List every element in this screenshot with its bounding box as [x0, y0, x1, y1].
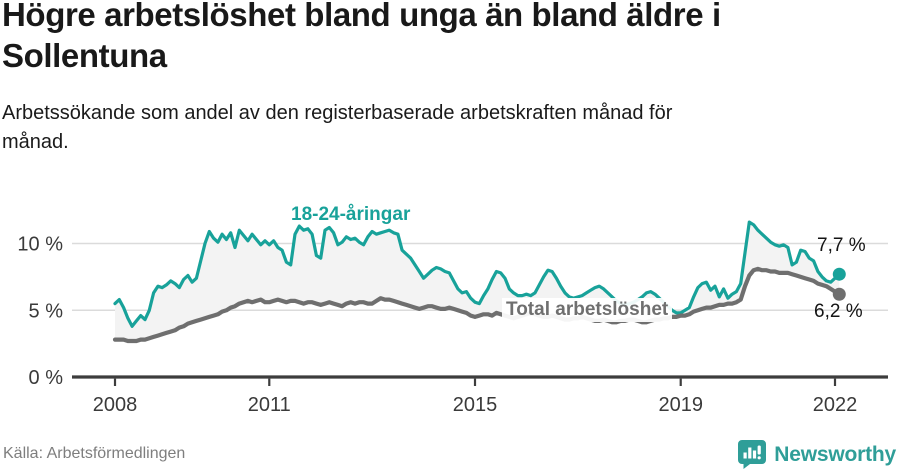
x-tick-label-2019: 2019 [658, 394, 703, 416]
series-line-0 [113, 220, 841, 328]
newsworthy-wordmark: Newsworthy [774, 442, 896, 466]
end-value-label-youth: 7,7 % [817, 235, 866, 256]
series-label-youth: 18-24-åringar [291, 204, 411, 225]
x-tick-label-2022: 2022 [813, 394, 858, 416]
source-note: Källa: Arbetsförmedlingen [3, 445, 186, 462]
x-tick-label-2015: 2015 [453, 394, 498, 416]
y-tick-label-10: 10 % [17, 234, 63, 256]
y-tick-label-5: 5 % [29, 300, 64, 322]
x-tick-label-2011: 2011 [248, 394, 291, 416]
page-subtitle: Arbetssökande som andel av den registerb… [2, 102, 673, 153]
series-label-total: Total arbetslöshet [502, 298, 673, 322]
newsworthy-bubble-chart-icon [738, 440, 767, 469]
x-tick-label-2008: 2008 [93, 394, 138, 416]
y-tick-label-0: 0 % [29, 367, 64, 389]
end-dot-1 [832, 287, 846, 301]
newsworthy-logo[interactable]: Newsworthy [738, 440, 896, 469]
end-dot-0 [832, 267, 846, 281]
end-value-label-total: 6,2 % [814, 301, 863, 322]
page-title: Högre arbetslöshet bland unga än bland ä… [2, 0, 721, 74]
series-line-1 [112, 266, 842, 344]
area-between-series [115, 222, 840, 341]
